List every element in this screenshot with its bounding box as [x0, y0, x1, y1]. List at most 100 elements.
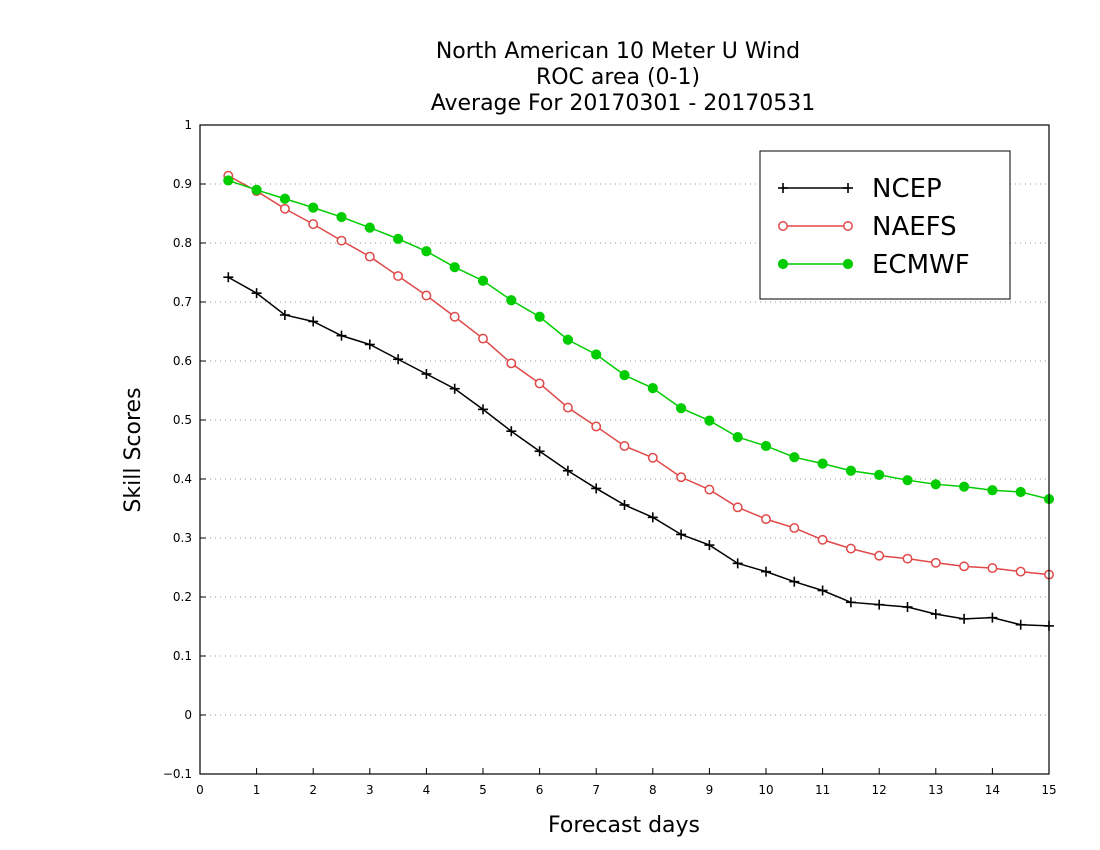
x-tick-label: 15 [1041, 783, 1056, 797]
series-layer [223, 170, 1055, 631]
ecmwf-point [817, 458, 828, 469]
ncep-point [308, 316, 319, 327]
ecmwf-point [732, 432, 743, 443]
ncep-point [1015, 619, 1026, 630]
y-tick-label: 0.7 [173, 295, 192, 309]
y-tick-label: 1 [184, 118, 192, 132]
naefs-point [987, 563, 998, 574]
legend-marker [843, 221, 853, 231]
naefs-point [732, 502, 743, 513]
ncep-point [761, 566, 771, 577]
naefs-point [704, 484, 715, 495]
y-tick-label: 0 [184, 708, 192, 722]
x-axis-ticks: 0 1 2 3 4 5 6 7 8 9 10 11 12 13 14 15 [196, 768, 1057, 797]
ncep-point [393, 354, 404, 365]
y-tick-label: 0.4 [173, 472, 192, 486]
ecmwf-point [704, 415, 715, 426]
x-tick-label: 9 [706, 783, 714, 797]
ecmwf-point [393, 233, 404, 244]
ncep-point [562, 465, 573, 476]
ncep-point [591, 483, 602, 494]
legend-marker [777, 258, 789, 270]
ecmwf-point [647, 383, 658, 394]
ncep-point [930, 609, 941, 620]
series-ncep [223, 272, 1054, 631]
ncep-point [251, 288, 262, 299]
ncep-point [421, 368, 432, 379]
x-tick-label: 6 [536, 783, 544, 797]
naefs-point [478, 333, 488, 344]
y-tick-label: 0.1 [173, 649, 192, 663]
ncep-point [902, 602, 913, 613]
y-axis-ticks: −0.1 0 0.1 0.2 0.3 0.4 0.5 0.6 0.7 0.8 0.9 1 [163, 118, 206, 781]
series-ecmwf [223, 175, 1055, 505]
ecmwf-point [223, 175, 234, 186]
y-tick-label: 0.2 [173, 590, 192, 604]
x-tick-label: 2 [309, 783, 317, 797]
x-tick-label: 8 [649, 783, 657, 797]
naefs-point [647, 452, 658, 463]
ncep-point [534, 446, 545, 457]
ncep-point [336, 330, 347, 341]
ecmwf-point [308, 202, 319, 213]
ncep-point [676, 529, 687, 540]
ecmwf-point [619, 370, 630, 381]
legend-marker [778, 221, 788, 231]
naefs-point [817, 534, 828, 545]
ecmwf-point [1015, 486, 1026, 498]
legend-item-ecmwf: ECMWF [777, 250, 970, 280]
ecmwf-point [760, 440, 772, 452]
legend-box [759, 150, 1011, 300]
x-tick-label: 5 [479, 783, 487, 797]
naefs-point [591, 421, 602, 432]
legend-label-ecmwf: ECMWF [872, 250, 970, 280]
y-tick-label: 0.3 [173, 531, 192, 545]
ecmwf-point [562, 334, 574, 345]
ecmwf-point [449, 262, 460, 273]
chart-date-range: Average For 20170301 - 20170531 [431, 91, 816, 116]
naefs-point [959, 561, 970, 572]
legend-entries: NCEP NAEFS ECMWF [777, 174, 970, 280]
ecmwf-point [676, 403, 687, 414]
ecmwf-point [789, 452, 800, 463]
x-tick-label: 4 [423, 783, 431, 797]
ncep-point [845, 597, 856, 608]
plot-frame [199, 124, 1050, 775]
y-tick-label: 0.8 [173, 236, 192, 250]
ncep-point [647, 512, 658, 523]
x-tick-label: 0 [196, 783, 204, 797]
legend-item-ncep: NCEP [778, 174, 942, 204]
ecmwf-point [477, 275, 489, 286]
naefs-point [761, 514, 771, 525]
series-naefs [223, 170, 1054, 580]
naefs-point [676, 472, 687, 483]
chart-title: North American 10 Meter U Wind [436, 39, 800, 64]
y-tick-label: 0.9 [173, 177, 192, 191]
chart-subtitle: ROC area (0-1) [536, 65, 700, 90]
naefs-point [874, 550, 885, 561]
ecmwf-point [959, 481, 970, 492]
naefs-point [364, 251, 375, 262]
x-tick-label: 11 [815, 783, 830, 797]
ecmwf-point [845, 465, 857, 476]
naefs-point [619, 441, 630, 451]
y-tick-label: 0.5 [173, 413, 192, 427]
naefs-point [534, 378, 545, 389]
ecmwf-point [987, 485, 998, 496]
naefs-point [902, 553, 913, 564]
ecmwf-point [279, 193, 290, 204]
x-tick-label: 1 [253, 783, 261, 797]
x-tick-label: 7 [592, 783, 600, 797]
naefs-point [308, 219, 319, 230]
legend-label-naefs: NAEFS [872, 212, 957, 242]
ncep-point [364, 339, 375, 350]
ncep-point [732, 558, 743, 569]
naefs-point [506, 358, 517, 369]
ecmwf-point [251, 184, 262, 195]
ncep-point [478, 404, 488, 415]
naefs-point [279, 203, 290, 214]
naefs-point [336, 235, 347, 246]
ncep-point [619, 499, 630, 510]
legend-item-naefs: NAEFS [778, 212, 957, 242]
